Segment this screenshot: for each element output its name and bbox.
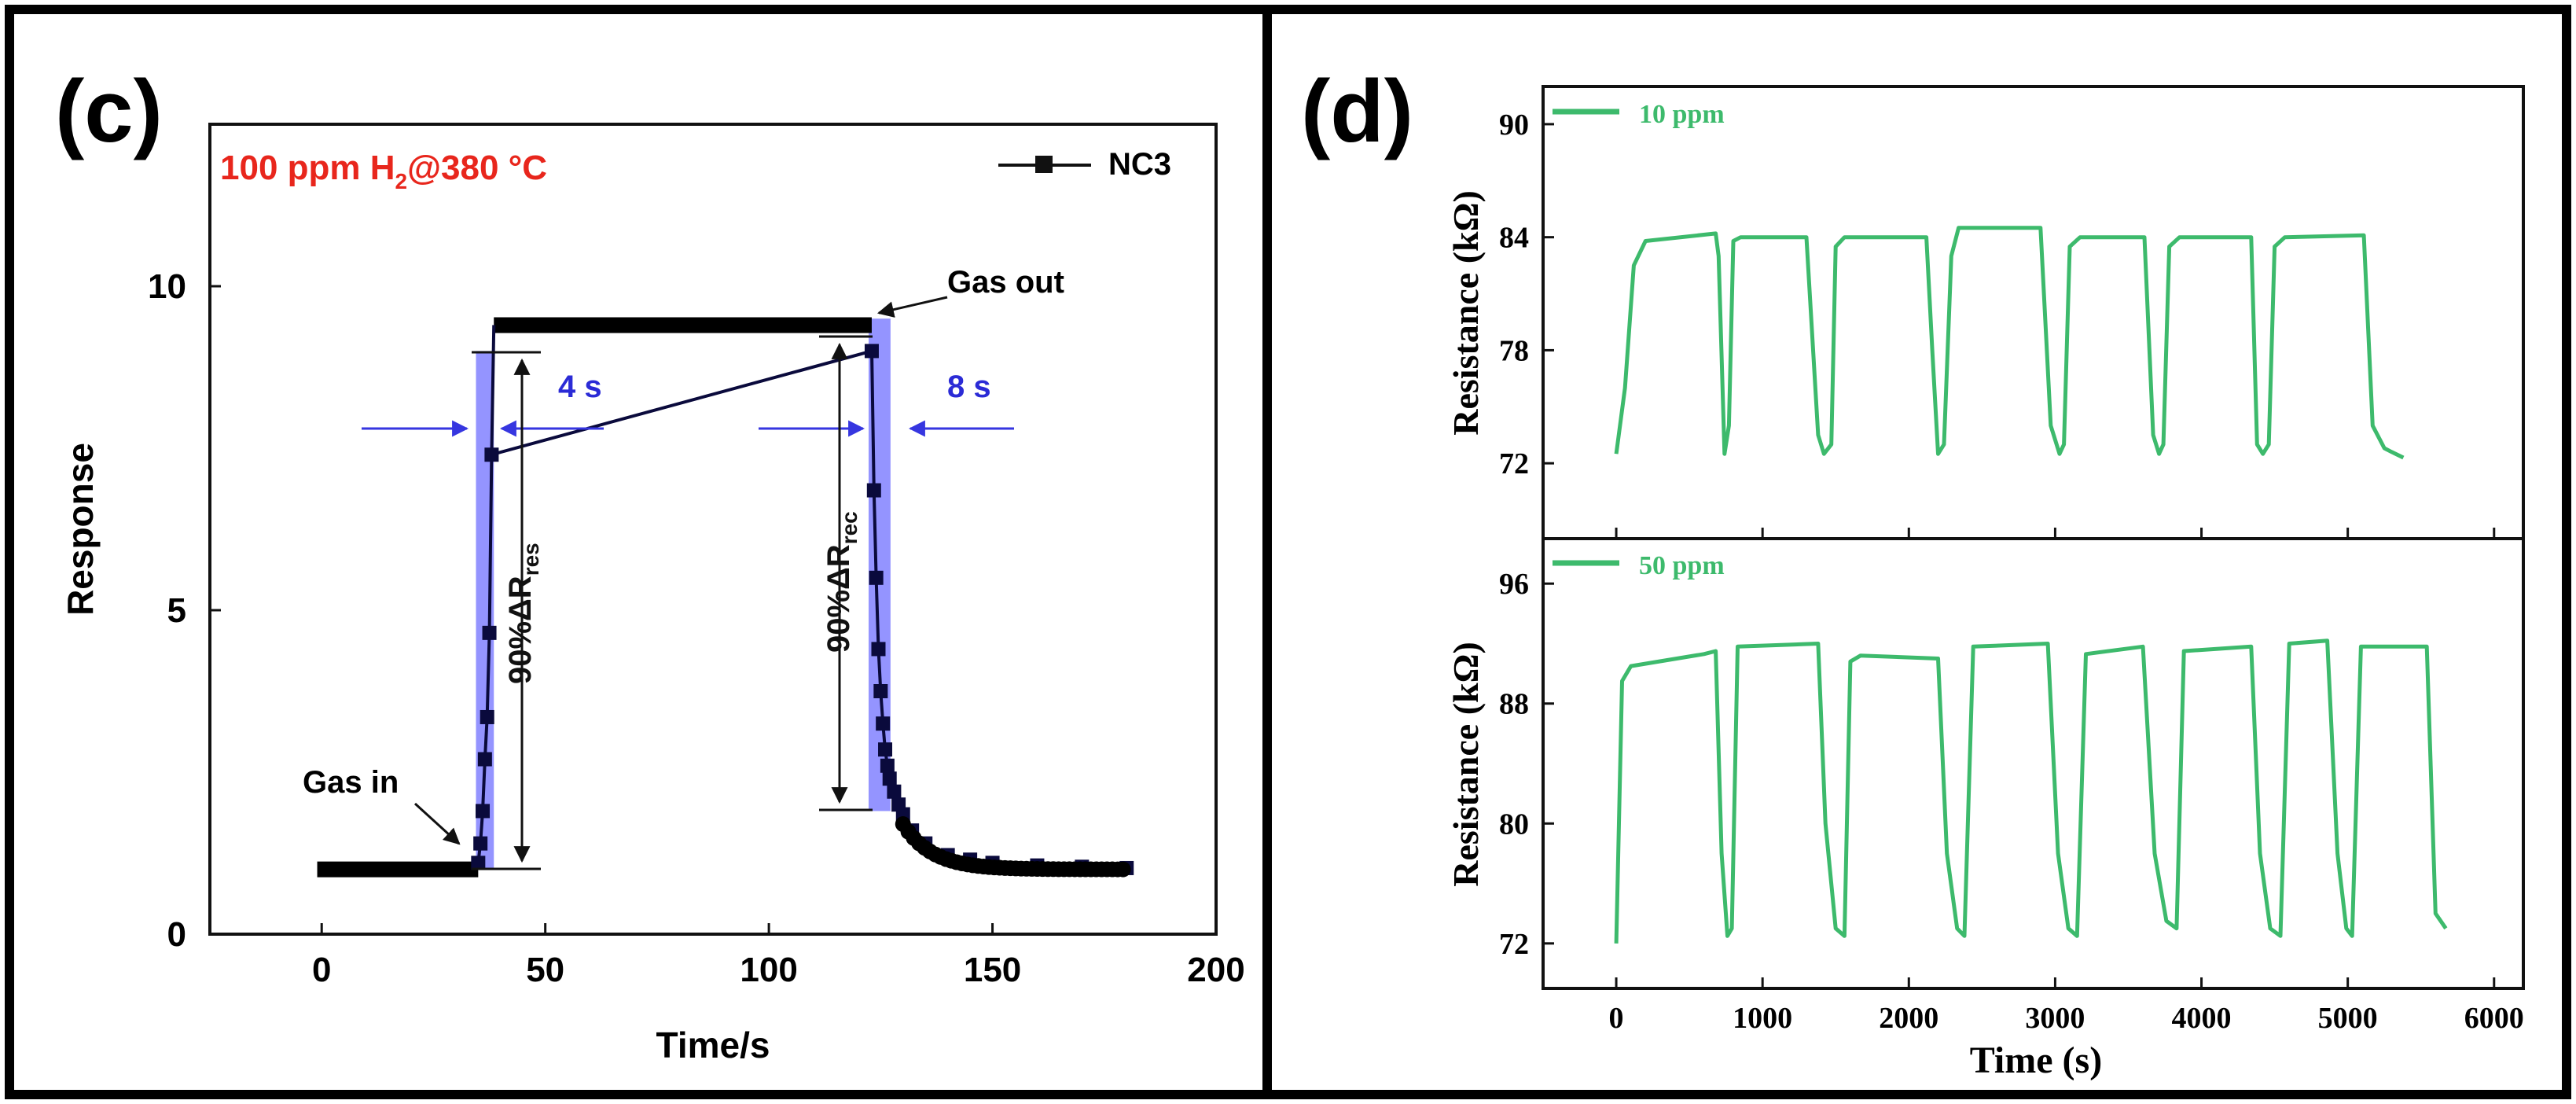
panel-d-ticks: 0 1000 2000 3000 4000 5000 6000 72 78 84 90 72 80 88 9… — [1499, 109, 2524, 1035]
legend-marker — [1035, 156, 1053, 173]
x-tick-label: 200 — [1187, 951, 1244, 989]
data-point — [866, 483, 881, 498]
condition-suffix: @380 °C — [407, 149, 547, 187]
panel-d-bottom-y-axis-label: Resistance (kΩ) — [1446, 642, 1486, 887]
d-bottom-y-tick-label: 96 — [1499, 568, 1529, 601]
panel-d-top-legend: 10 ppm — [1553, 100, 1725, 129]
condition-prefix: 100 ppm H — [220, 149, 395, 187]
res-span-label: 90%ΔRres — [503, 543, 543, 684]
d-x-tick-label: 6000 — [2464, 1002, 2524, 1035]
data-point — [482, 625, 497, 640]
data-point — [873, 684, 888, 698]
x-tick-label: 100 — [740, 951, 797, 989]
data-point — [871, 642, 886, 657]
panel-c-label: (c) — [55, 62, 163, 160]
d-bottom-y-tick-label: 80 — [1499, 808, 1529, 841]
data-point — [473, 836, 488, 851]
data-point — [476, 804, 491, 819]
d-x-tick-label: 5000 — [2318, 1002, 2378, 1035]
panel-c-condition: 100 ppm H2@380 °C — [220, 149, 547, 193]
d-x-tick-label: 2000 — [1879, 1002, 1938, 1035]
data-point — [869, 570, 884, 585]
d-bottom-y-tick-label: 88 — [1499, 688, 1529, 721]
response-time-label: 4 s — [558, 370, 602, 404]
d-top-y-tick-label: 84 — [1499, 222, 1529, 255]
gas-in-label: Gas in — [303, 765, 399, 800]
data-point — [880, 758, 895, 773]
panel-c-x-axis-label: Time/s — [656, 1025, 770, 1065]
series-50ppm-line — [1614, 638, 2448, 944]
d-top-y-tick-label: 72 — [1499, 447, 1529, 480]
figure-border — [5, 5, 2571, 1099]
data-point — [887, 784, 902, 799]
panel-d-top-y-axis-label: Resistance (kΩ) — [1446, 190, 1486, 436]
panel-d-label: (d) — [1301, 62, 1413, 160]
recovery-time-label: 8 s — [947, 370, 991, 404]
data-point — [876, 716, 891, 731]
data-point — [882, 771, 897, 786]
rec-span-label: 90%ΔRrec — [821, 511, 862, 653]
panel-d-series — [1614, 226, 2448, 944]
d-bottom-y-tick-label: 72 — [1499, 928, 1529, 961]
legend-label-nc3: NC3 — [1108, 147, 1171, 182]
panel-d-bottom-axes-frame — [1542, 537, 2525, 990]
d-top-y-tick-label: 78 — [1499, 334, 1529, 367]
legend-label-10ppm: 10 ppm — [1639, 100, 1725, 129]
panel-d-top-axes-frame — [1542, 85, 2525, 540]
data-point — [471, 856, 486, 870]
d-top-y-tick-label: 90 — [1499, 109, 1529, 142]
panel-d: (d) 0 1000 2000 3000 4000 5000 6000 72 78 84 90 72 8… — [1301, 62, 2525, 1081]
panel-c: (c) 0 50 100 150 200 0 5 10 100 ppm H2@380 °C N… — [55, 62, 1245, 1065]
condition-subscript: 2 — [395, 169, 408, 193]
d-x-tick-label: 0 — [1609, 1002, 1624, 1035]
panel-d-x-axis-label: Time (s) — [1970, 1040, 2102, 1081]
panel-c-axes-frame — [208, 123, 1218, 936]
series-nc3 — [317, 317, 1134, 878]
x-tick-label: 50 — [526, 951, 564, 989]
panel-d-bottom-legend: 50 ppm — [1553, 551, 1725, 580]
tail-point — [1115, 861, 1131, 878]
panel-c-y-axis-label: Response — [60, 443, 101, 616]
rise-connector — [490, 325, 496, 455]
series-10ppm-line — [1614, 226, 2405, 460]
x-tick-label: 0 — [312, 951, 331, 989]
data-point — [864, 344, 879, 359]
panel-c-legend: NC3 — [998, 147, 1171, 182]
gas-in-arrow — [413, 802, 461, 845]
d-x-tick-label: 3000 — [2025, 1002, 2085, 1035]
data-point — [480, 709, 494, 724]
d-x-tick-label: 1000 — [1733, 1002, 1792, 1035]
legend-label-50ppm: 50 ppm — [1639, 551, 1725, 580]
data-point — [477, 752, 492, 767]
y-tick-label: 5 — [167, 591, 186, 630]
panel-c-ticks: 0 50 100 150 200 0 5 10 — [148, 267, 1245, 989]
data-point — [878, 742, 893, 757]
x-tick-label: 150 — [964, 951, 1021, 989]
d-x-tick-label: 4000 — [2172, 1002, 2232, 1035]
y-tick-label: 10 — [148, 267, 186, 306]
response-highlight — [476, 351, 494, 870]
y-tick-label: 0 — [167, 915, 186, 954]
gas-out-label: Gas out — [947, 265, 1064, 300]
panel-c-annotations: Gas in Gas out 4 s 8 s 90%ΔRres 90%ΔRrec — [303, 265, 1064, 870]
gas-out-arrow — [876, 296, 948, 318]
data-point — [484, 447, 499, 462]
